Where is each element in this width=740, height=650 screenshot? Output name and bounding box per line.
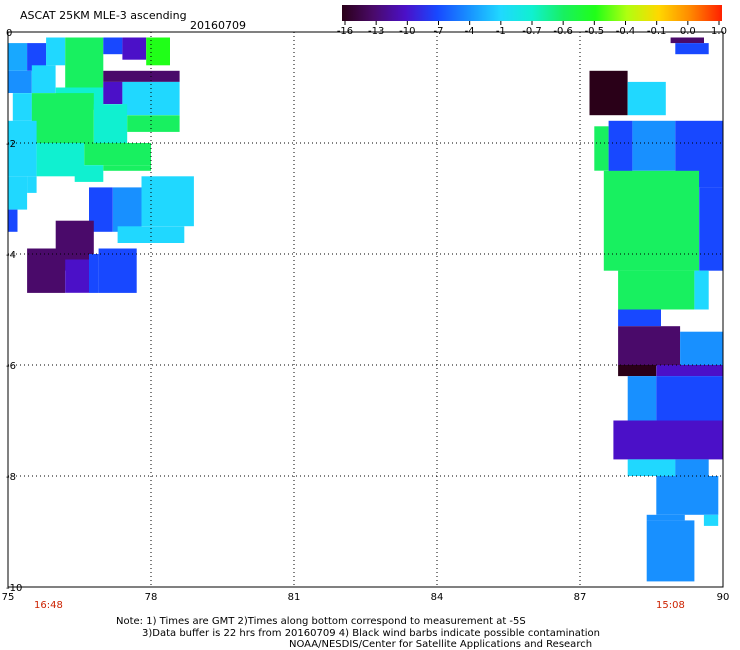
data-cell — [122, 37, 147, 60]
data-cell — [680, 331, 723, 365]
data-cell — [618, 365, 657, 377]
colorbar-tick-label: -16 — [337, 26, 353, 37]
colorbar-tick-label: -0.7 — [522, 26, 542, 37]
x-tick-label: 87 — [574, 592, 587, 603]
data-cell — [632, 120, 676, 171]
data-cell — [603, 170, 700, 271]
data-cell — [8, 43, 28, 71]
data-cell — [675, 43, 709, 55]
data-cell — [103, 70, 180, 82]
data-cell — [141, 176, 194, 227]
data-cell — [675, 459, 709, 476]
data-cell — [93, 104, 128, 143]
data-cell — [618, 326, 681, 365]
data-cell — [656, 365, 723, 377]
x-tick-label: 78 — [145, 592, 158, 603]
data-cell — [694, 270, 709, 310]
data-cell — [618, 270, 695, 310]
data-cell — [8, 70, 32, 93]
data-cell — [65, 37, 104, 88]
data-cell — [670, 37, 704, 44]
note-line-3: NOAA/NESDIS/Center for Satellite Applica… — [289, 639, 593, 650]
y-tick-label: -2 — [6, 139, 16, 150]
data-cell — [65, 259, 89, 293]
data-cell — [112, 187, 142, 232]
colorbar-gradient — [342, 5, 722, 21]
colorbar-tick-label: 1.0 — [711, 26, 727, 37]
data-cell — [103, 81, 123, 105]
data-cell — [703, 514, 719, 526]
time-label-left: 16:48 — [34, 600, 63, 611]
data-cell — [608, 120, 633, 182]
data-cell — [46, 37, 66, 66]
data-cell — [27, 176, 37, 193]
colorbar-tick-label: -0.5 — [585, 26, 605, 37]
data-cell — [646, 514, 685, 521]
colorbar: -16 -13 -10 -7 -4 -1 -0.7 -0.6 -0.5 -0.4 -0.1 0.0 1.… — [337, 5, 727, 37]
data-cell — [8, 209, 18, 232]
chart-date: 20160709 — [190, 19, 246, 32]
colorbar-tick-label: -0.4 — [616, 26, 636, 37]
data-cell — [27, 248, 66, 293]
plot-frame — [7, 31, 724, 588]
y-tick-label: 0 — [6, 28, 12, 39]
colorbar-tick-label: -0.6 — [553, 26, 573, 37]
data-cell — [89, 254, 99, 293]
colorbar-tick-label: -1 — [496, 26, 506, 37]
y-tick-label: -6 — [6, 361, 16, 372]
colorbar-tick-label: -10 — [399, 26, 415, 37]
data-cell — [103, 165, 151, 171]
y-tick-label: -4 — [6, 250, 16, 261]
colorbar-tick-label: -4 — [465, 26, 475, 37]
axis-tick-labels: 75 78 81 84 87 90 0 -2 -4 -6 -8 -10 — [2, 28, 730, 603]
note-line-2: 3)Data buffer is 22 hrs from 20160709 4)… — [142, 628, 600, 639]
data-cell — [8, 176, 28, 210]
data-cell — [127, 115, 180, 132]
grid-lines — [8, 32, 723, 587]
data-cell — [146, 37, 170, 66]
colorbar-tick-label: -7 — [434, 26, 444, 37]
data-cell — [31, 93, 94, 143]
note-line-1: Note: 1) Times are GMT 2)Times along bot… — [116, 616, 526, 627]
data-cell — [618, 309, 661, 327]
data-cell — [8, 120, 37, 177]
time-label-right: 15:08 — [656, 600, 685, 611]
x-tick-label: 84 — [431, 592, 444, 603]
data-cell — [589, 70, 628, 116]
data-cell — [27, 43, 47, 71]
data-cell — [117, 226, 185, 243]
y-tick-label: -10 — [6, 583, 22, 594]
data-cell — [656, 476, 719, 515]
data-cell — [627, 376, 657, 421]
data-cell — [103, 37, 123, 55]
data-cells — [8, 37, 723, 582]
data-cell — [84, 143, 151, 166]
data-cell — [656, 376, 723, 421]
data-cell — [74, 165, 104, 182]
data-cell — [89, 187, 113, 232]
data-cell — [699, 187, 723, 271]
data-cell — [98, 248, 137, 293]
x-tick-label: 81 — [288, 592, 301, 603]
data-cell — [646, 520, 695, 582]
chart-title: ASCAT 25KM MLE-3 ascending — [20, 9, 187, 22]
data-cell — [594, 126, 609, 171]
data-cell — [122, 81, 180, 116]
data-cell — [31, 65, 56, 94]
x-tick-label: 90 — [717, 592, 730, 603]
x-tick-label: 75 — [2, 592, 15, 603]
data-cell — [613, 420, 723, 460]
data-cell — [627, 459, 676, 476]
data-cell — [12, 93, 32, 121]
colorbar-tick-label: -0.1 — [647, 26, 667, 37]
y-tick-label: -8 — [6, 472, 16, 483]
data-cell — [627, 81, 666, 116]
colorbar-tick-label: -13 — [368, 26, 384, 37]
colorbar-tick-label: 0.0 — [680, 26, 696, 37]
